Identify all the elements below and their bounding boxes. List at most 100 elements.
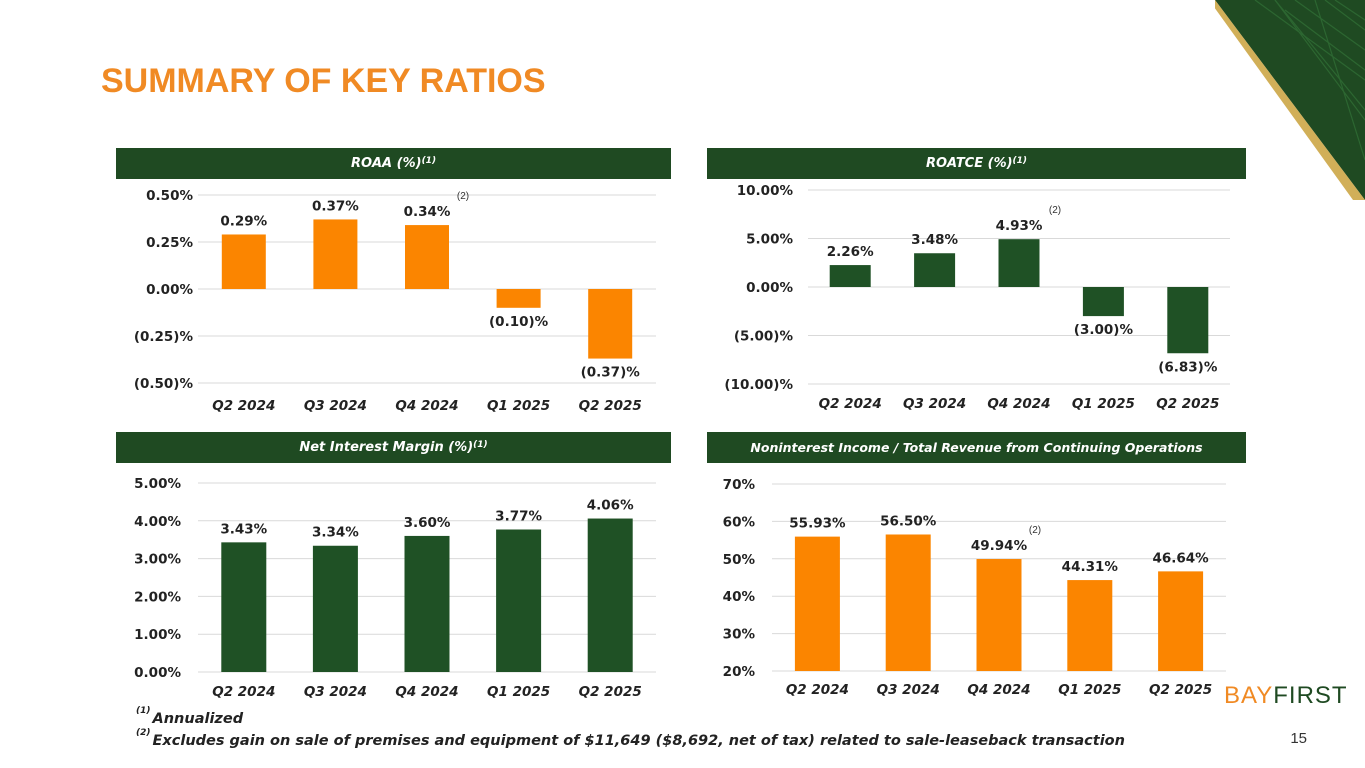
nonint-ytick-label: 60% xyxy=(723,514,756,530)
nonint-bar xyxy=(1158,571,1204,671)
nim-data-label: 3.43% xyxy=(220,521,267,537)
nonint-category-label: Q2 2025 xyxy=(1149,682,1212,698)
nonint-bar xyxy=(976,559,1022,671)
nonint-ytick-label: 20% xyxy=(723,664,756,680)
nonint-data-label: 49.94% xyxy=(971,538,1028,554)
nim-category-label: Q4 2024 xyxy=(395,684,458,700)
roatce-data-label: (3.00)% xyxy=(1074,322,1134,338)
roatce-data-label: 4.93% xyxy=(996,218,1043,234)
roatce-bar xyxy=(829,265,871,287)
roaa-ytick-label: 0.00% xyxy=(146,282,193,298)
nonint-ytick-label: 40% xyxy=(723,589,756,605)
roaa-category-label: Q3 2024 xyxy=(304,398,367,414)
nonint-category-label: Q1 2025 xyxy=(1058,682,1121,698)
roaa-bar xyxy=(588,289,633,359)
footnote-2-text: Excludes gain on sale of premises and eq… xyxy=(152,732,1125,749)
roaa-bar xyxy=(313,219,358,289)
roaa-ytick-label: 0.50% xyxy=(146,188,193,204)
nim-bar xyxy=(312,545,358,672)
nim-ytick-label: 5.00% xyxy=(134,476,181,492)
roaa-data-label: (0.10)% xyxy=(489,314,549,330)
roatce-category-label: Q2 2024 xyxy=(819,396,882,412)
logo-bay: BAY xyxy=(1224,682,1274,709)
roaa-category-label: Q2 2024 xyxy=(212,398,275,414)
footnotes: (1) Annualized (2) Excludes gain on sale o… xyxy=(136,706,1125,750)
nim-panel-header: Net Interest Margin (%) (1) xyxy=(116,432,671,463)
nonint-panel-title: Noninterest Income / Total Revenue from … xyxy=(750,440,1203,455)
nonint-category-label: Q2 2024 xyxy=(786,682,849,698)
roaa-bar xyxy=(405,225,449,289)
roatce-bar xyxy=(1167,287,1209,354)
nim-category-label: Q2 2024 xyxy=(212,684,275,700)
roatce-ytick-label: 0.00% xyxy=(746,280,793,296)
roatce-category-label: Q1 2025 xyxy=(1072,396,1135,412)
nim-data-label: 3.34% xyxy=(312,525,359,541)
nonint-category-label: Q3 2024 xyxy=(877,682,940,698)
roatce-data-label: 2.26% xyxy=(827,244,874,260)
roaa-data-label: 0.29% xyxy=(220,213,267,229)
bayfirst-logo: BAY FIRST xyxy=(1224,682,1350,709)
footnote-2-marker: (2) xyxy=(136,727,151,738)
roaa-ytick-label: (0.50)% xyxy=(134,376,194,392)
roatce-ytick-label: 5.00% xyxy=(746,232,793,248)
roatce-data-label: (6.83)% xyxy=(1158,359,1218,375)
roaa-data-label: 0.34% xyxy=(404,204,451,220)
footnote-2: (2) Excludes gain on sale of premises and… xyxy=(136,728,1125,750)
nim-ytick-label: 3.00% xyxy=(134,552,181,568)
nim-ytick-label: 0.00% xyxy=(134,665,181,681)
roatce-ytick-label: 10.00% xyxy=(737,183,794,199)
roaa-data-label: 0.37% xyxy=(312,198,359,214)
nonint-data-label: 46.64% xyxy=(1152,550,1209,566)
nim-category-label: Q2 2025 xyxy=(579,684,642,700)
nim-ytick-label: 4.00% xyxy=(134,514,181,530)
roaa-ytick-label: (0.25)% xyxy=(134,329,194,345)
roaa-bar xyxy=(221,234,266,289)
footnote-1-marker: (1) xyxy=(136,706,151,716)
nim-bar xyxy=(496,529,542,672)
roaa-ytick-label: 0.25% xyxy=(146,235,193,251)
roaa-category-label: Q1 2025 xyxy=(487,398,550,414)
nonint-ytick-label: 50% xyxy=(723,552,756,568)
roatce-annotation: (2) xyxy=(1049,205,1061,216)
nonint-data-label: 44.31% xyxy=(1062,559,1119,575)
nim-ytick-label: 1.00% xyxy=(134,627,181,643)
nim-data-label: 4.06% xyxy=(587,498,634,514)
roatce-data-label: 3.48% xyxy=(911,232,958,248)
page-number: 15 xyxy=(1290,730,1307,747)
nonint-ytick-label: 70% xyxy=(723,477,756,493)
corner-decoration xyxy=(1215,0,1365,200)
nonint-bar xyxy=(1067,580,1113,671)
roatce-category-label: Q3 2024 xyxy=(903,396,966,412)
nim-ytick-label: 2.00% xyxy=(134,589,181,605)
nonint-bar xyxy=(794,536,840,671)
footnote-1: (1) Annualized xyxy=(136,706,1125,728)
roaa-panel-header: ROAA (%) (1) xyxy=(116,148,671,179)
roatce-bar xyxy=(914,253,956,287)
roatce-bar xyxy=(1082,287,1124,317)
roatce-bar xyxy=(998,239,1040,287)
roatce-panel-header: ROATCE (%) (1) xyxy=(707,148,1246,179)
nonint-data-label: 55.93% xyxy=(789,516,846,532)
roaa-category-label: Q2 2025 xyxy=(579,398,642,414)
roatce-panel-sup: (1) xyxy=(1012,155,1028,166)
nim-data-label: 3.60% xyxy=(404,515,451,531)
roaa-bar xyxy=(496,289,541,308)
roatce-ytick-label: (5.00)% xyxy=(734,329,794,345)
roaa-category-label: Q4 2024 xyxy=(395,398,458,414)
nim-bar xyxy=(404,535,450,672)
roaa-annotation: (2) xyxy=(457,191,469,202)
roatce-category-label: Q4 2024 xyxy=(987,396,1050,412)
nonint-bar xyxy=(885,534,931,671)
nim-panel-title: Net Interest Margin (%) xyxy=(299,440,474,455)
nonint-annotation: (2) xyxy=(1029,525,1041,536)
nim-category-label: Q1 2025 xyxy=(487,684,550,700)
nim-bar xyxy=(587,518,633,672)
nonint-data-label: 56.50% xyxy=(880,513,937,529)
roaa-data-label: (0.37)% xyxy=(581,365,641,381)
nonint-ytick-label: 30% xyxy=(723,627,756,643)
nim-bar xyxy=(221,542,267,672)
footnote-1-text: Annualized xyxy=(152,710,244,727)
logo-first: FIRST xyxy=(1273,682,1348,709)
nim-data-label: 3.77% xyxy=(495,508,542,524)
